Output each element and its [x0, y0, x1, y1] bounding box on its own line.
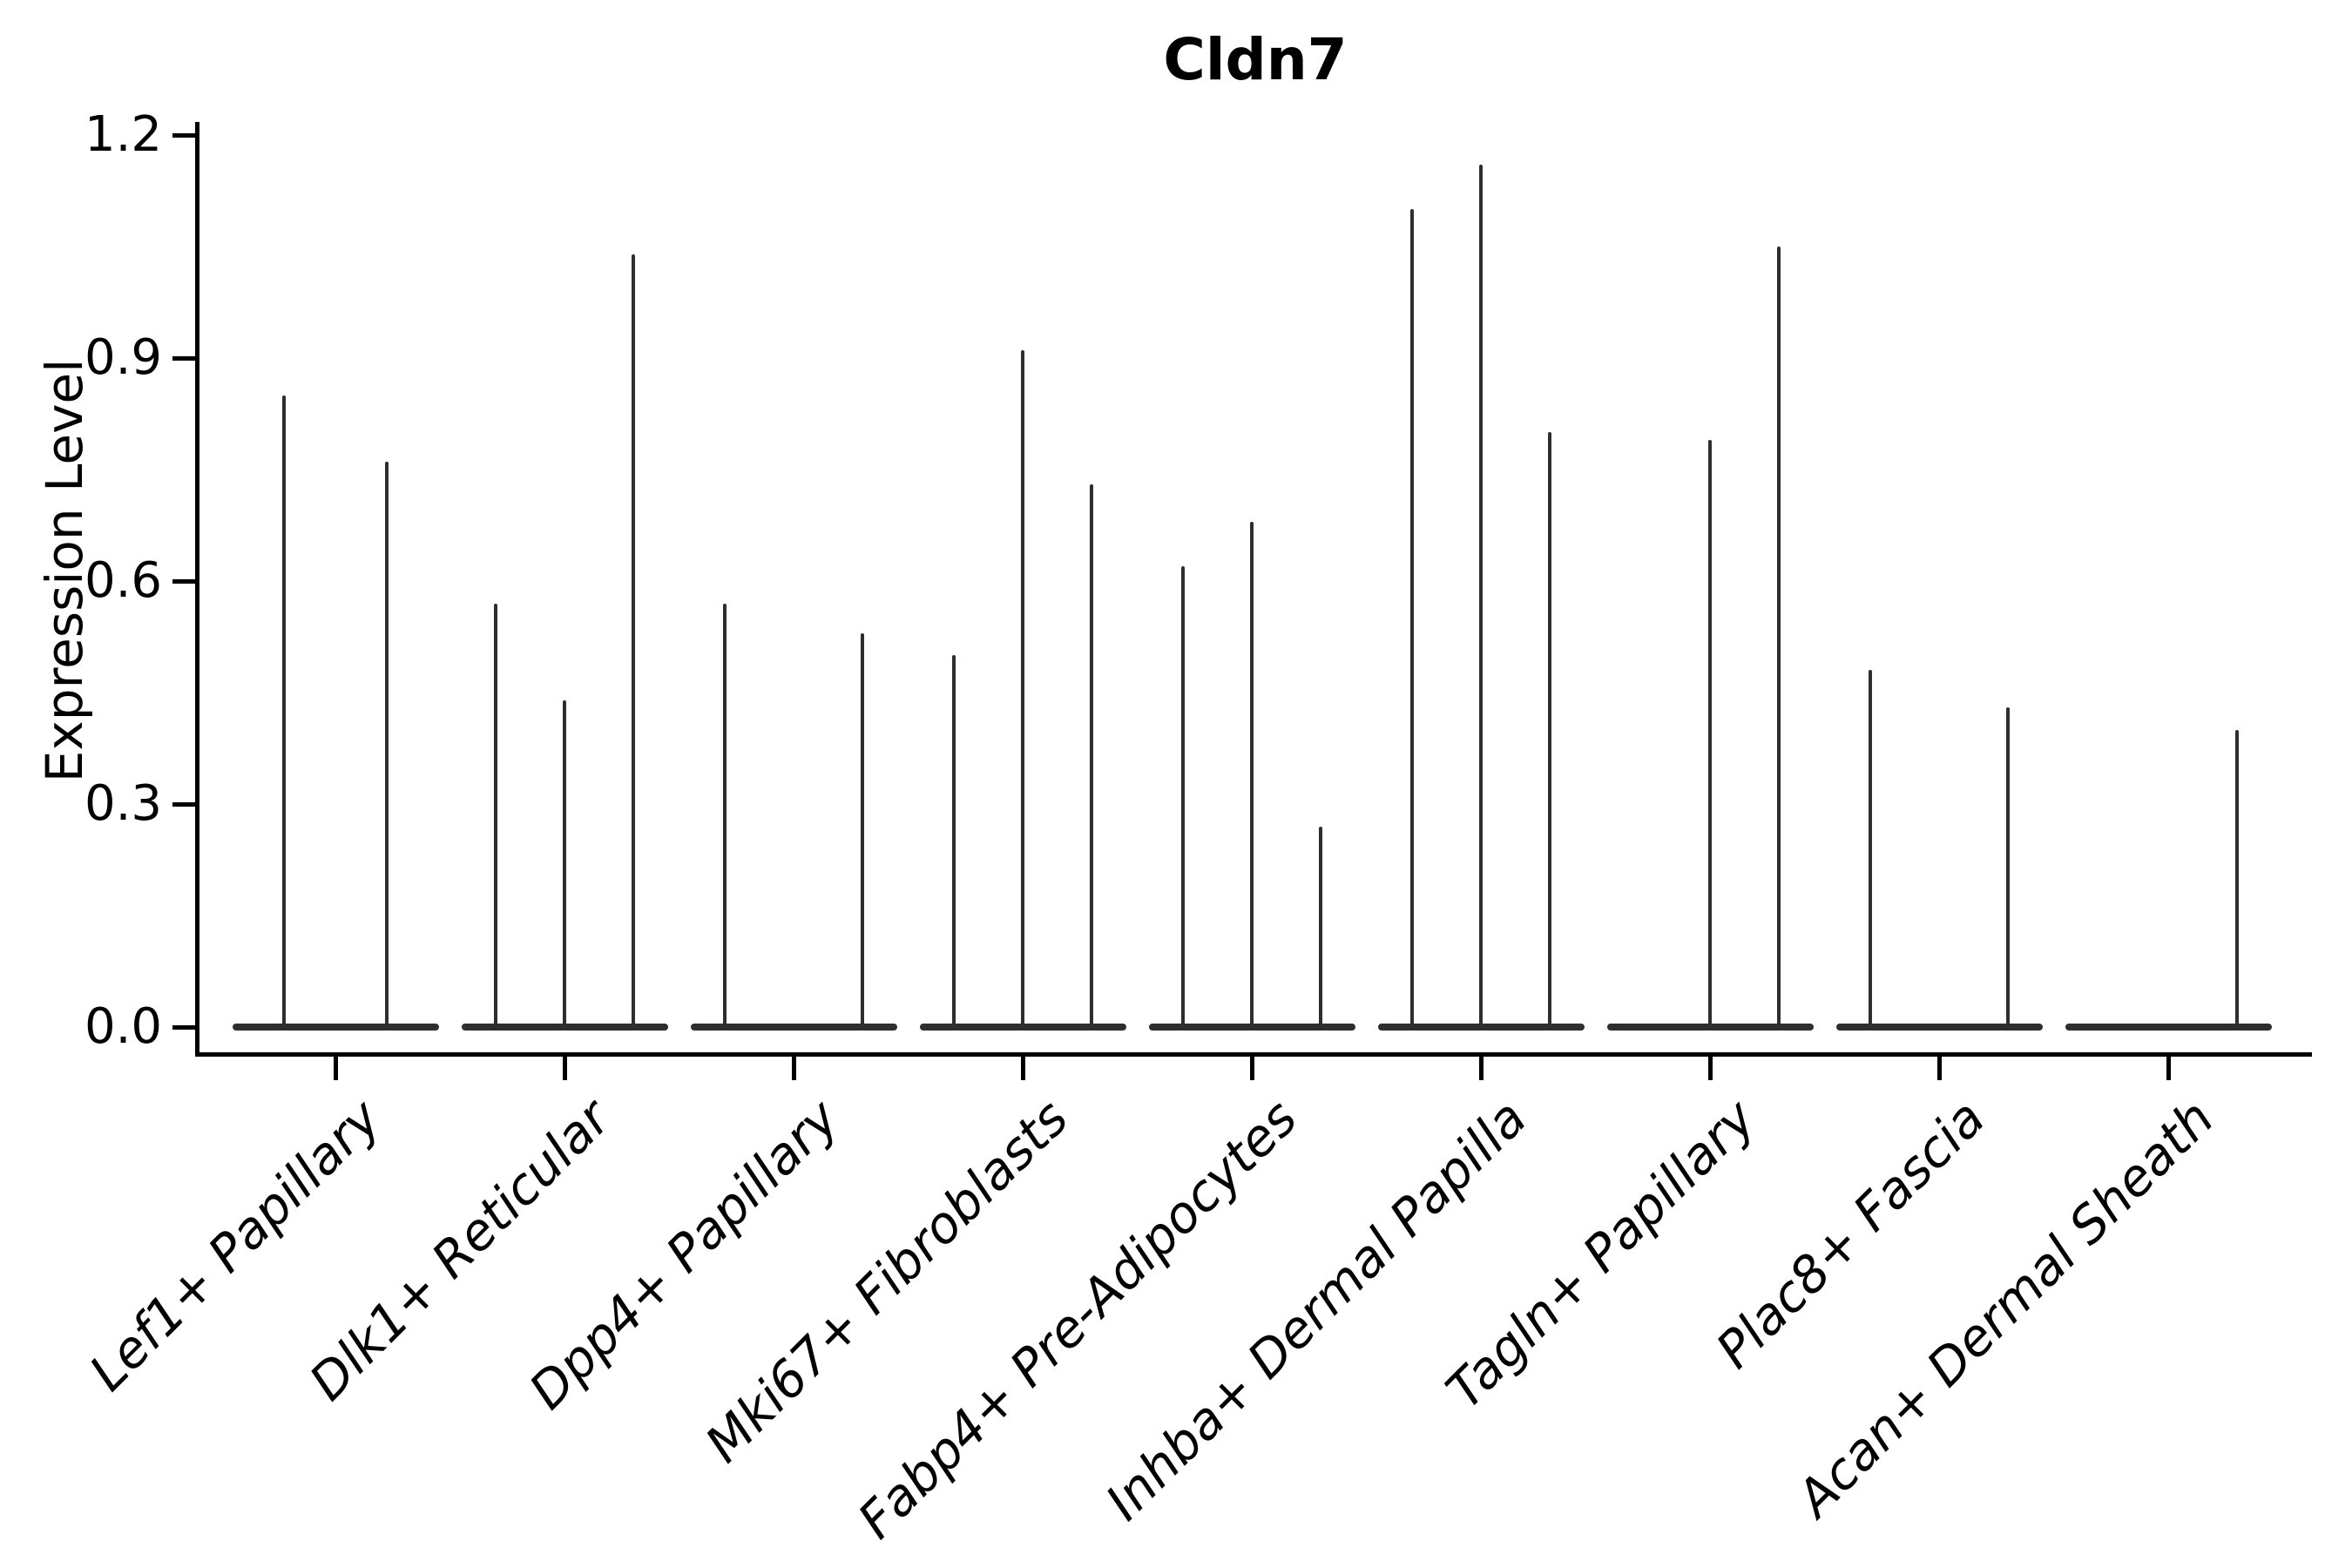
- y-axis-label: Expression Level: [35, 358, 94, 783]
- violin-zero-baseline: [690, 1024, 897, 1031]
- y-tick-mark: [172, 132, 196, 138]
- violin-spike: [952, 655, 956, 1027]
- x-axis-spine: [195, 1052, 2312, 1057]
- y-axis-spine: [195, 122, 199, 1057]
- violin-spike: [1090, 484, 1093, 1027]
- x-category-label: Fabp4+ Pre-Adipocytes: [847, 1088, 1309, 1551]
- violin-zero-baseline: [232, 1024, 439, 1031]
- violin-spike: [1250, 521, 1254, 1027]
- violin-spike: [1708, 439, 1712, 1027]
- x-tick-mark: [1936, 1057, 1942, 1080]
- x-tick-mark: [1020, 1057, 1025, 1080]
- violin-spike: [2006, 707, 2010, 1027]
- violin-zero-baseline: [2065, 1024, 2272, 1031]
- violin-zero-baseline: [461, 1024, 668, 1031]
- x-category-label: Acan+ Dermal Sheath: [1785, 1088, 2226, 1529]
- violin-spike: [494, 603, 497, 1027]
- violin-spike: [861, 632, 864, 1027]
- violin-zero-baseline: [1377, 1024, 1585, 1031]
- violin-zero-baseline: [1606, 1024, 1814, 1031]
- violin-spike: [385, 462, 389, 1027]
- violin-spike: [281, 395, 286, 1027]
- violin-spike: [1319, 826, 1322, 1027]
- y-tick-label: 1.2: [84, 106, 162, 164]
- violin-spike: [1410, 209, 1414, 1027]
- x-tick-mark: [562, 1057, 567, 1080]
- y-tick-label: 0.0: [84, 998, 162, 1055]
- violin-spike: [1021, 350, 1024, 1027]
- violin-spike: [1869, 670, 1872, 1027]
- violin-spike: [1479, 165, 1483, 1027]
- violin-spike: [1548, 432, 1551, 1027]
- violin-zero-baseline: [919, 1024, 1126, 1031]
- y-tick-mark: [172, 1024, 196, 1030]
- violin-spike: [2235, 729, 2239, 1027]
- x-category-label: Inhba+ Dermal Papilla: [1094, 1088, 1538, 1532]
- y-tick-mark: [172, 578, 196, 584]
- violin-zero-baseline: [1835, 1024, 2043, 1031]
- x-tick-mark: [1478, 1057, 1484, 1080]
- y-tick-mark: [172, 801, 196, 807]
- x-tick-mark: [2166, 1057, 2171, 1080]
- violin-zero-baseline: [1148, 1024, 1355, 1031]
- y-tick-label: 0.3: [84, 775, 162, 832]
- violin-spike: [1181, 565, 1185, 1027]
- x-tick-mark: [1249, 1057, 1254, 1080]
- y-tick-mark: [172, 355, 196, 361]
- y-tick-label: 0.6: [84, 552, 162, 610]
- x-tick-mark: [1707, 1057, 1713, 1080]
- violin-spike: [723, 603, 727, 1027]
- violin-spike: [632, 253, 635, 1027]
- x-tick-mark: [333, 1057, 338, 1080]
- violin-spike: [1777, 247, 1781, 1027]
- y-tick-label: 0.9: [84, 329, 162, 387]
- violin-spike: [563, 700, 566, 1027]
- chart-title: Cldn7: [1163, 26, 1348, 93]
- x-tick-mark: [791, 1057, 796, 1080]
